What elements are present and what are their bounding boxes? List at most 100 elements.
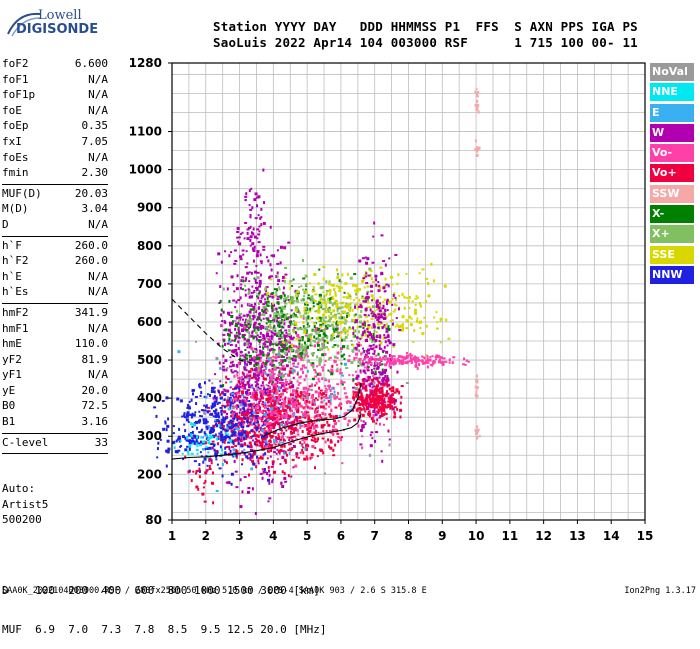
echo-point-sse (415, 295, 418, 298)
echo-point-vominus (283, 399, 286, 403)
echo-point-w (276, 316, 280, 319)
trace-trace-dashed (171, 298, 257, 365)
echo-point-e (323, 399, 326, 402)
echo-point-voplus (314, 429, 317, 432)
echo-point-vominus (323, 364, 326, 367)
echo-point-ssw (475, 431, 478, 435)
echo-point-nnw (181, 415, 184, 418)
echo-point-w (239, 258, 243, 261)
echo-point-xminus (290, 314, 293, 318)
echo-point-sse (361, 279, 365, 283)
echo-point-sse (366, 319, 369, 323)
echo-point-voplus (263, 427, 266, 430)
echo-point-vominus (333, 396, 337, 400)
echo-point-voplus (274, 443, 277, 446)
echo-point-sse (383, 298, 387, 301)
echo-point-voplus (365, 394, 368, 398)
echo-point-vominus (442, 357, 446, 360)
echo-point-vominus (270, 370, 274, 374)
echo-point-xplus (275, 293, 278, 297)
echo-point-w (369, 308, 372, 312)
echo-point-vominus (267, 411, 270, 414)
param-label: hmF1 (2, 321, 29, 335)
echo-point-w (236, 240, 239, 243)
echo-point-w (219, 380, 222, 383)
echo-point-voplus (326, 420, 329, 424)
echo-point-nnw (205, 425, 208, 429)
echo-point-voplus (313, 439, 316, 442)
echo-point-voplus (386, 384, 389, 387)
echo-point-w (264, 340, 268, 343)
echo-point-w (371, 315, 375, 318)
echo-point-voplus (376, 384, 380, 388)
echo-point-w (255, 264, 258, 267)
echo-point-w (244, 221, 248, 224)
echo-point-vominus (418, 363, 421, 367)
echo-point-w (241, 354, 244, 357)
echo-point-xplus (293, 315, 296, 318)
echo-point-xplus (327, 319, 331, 323)
echo-point-vominus (308, 406, 312, 410)
echo-point-voplus (359, 384, 363, 387)
echo-point-vominus (338, 403, 342, 407)
echo-point-xminus (284, 338, 287, 342)
echo-point-nnw (221, 474, 224, 478)
echo-point-w (252, 317, 255, 321)
x-tick-label: 2 (202, 529, 210, 543)
echo-point-nnw (167, 447, 171, 451)
echo-point-w (259, 349, 262, 353)
echo-point-voplus (269, 439, 272, 443)
echo-point-voplus (310, 438, 313, 441)
echo-point-voplus (358, 403, 362, 407)
echo-point-xplus (284, 302, 288, 305)
echo-point-xplus (245, 342, 249, 346)
echo-point-nnw (200, 429, 203, 433)
echo-point-sse (346, 292, 349, 295)
echo-point-w (258, 353, 262, 356)
echo-point-vominus (329, 389, 332, 393)
echo-point-ssw (475, 430, 479, 433)
echo-point-voplus (267, 440, 270, 443)
echo-point-noval (388, 443, 391, 447)
echo-point-w (236, 353, 239, 357)
echo-point-w (226, 389, 230, 393)
echo-point-xplus (305, 318, 308, 322)
echo-point-w (361, 424, 365, 427)
echo-point-w (284, 480, 288, 483)
echo-point-w (272, 451, 276, 454)
echo-point-w (352, 332, 355, 336)
echo-point-xplus (316, 355, 319, 359)
echo-point-xplus (248, 289, 251, 293)
echo-point-voplus (295, 390, 299, 394)
y-tick-label: 80 (145, 513, 162, 527)
echo-point-w (382, 383, 385, 386)
echo-point-voplus (320, 424, 324, 428)
echo-point-voplus (378, 390, 381, 394)
echo-point-voplus (391, 393, 395, 396)
echo-point-xplus (346, 344, 349, 347)
echo-point-xminus (357, 364, 360, 367)
echo-point-nnw (220, 412, 223, 416)
echo-point-nnw (215, 424, 218, 428)
echo-point-sse (319, 325, 323, 328)
echo-point-voplus (387, 400, 390, 403)
param-value: N/A (88, 321, 108, 335)
echo-point-voplus (371, 398, 375, 402)
echo-point-xplus (305, 308, 308, 311)
echo-point-w (252, 249, 256, 253)
echo-point-sse (294, 323, 298, 326)
echo-point-xminus (281, 318, 284, 321)
echo-point-voplus (352, 396, 356, 400)
echo-point-voplus (267, 414, 270, 418)
echo-point-w (381, 459, 384, 463)
echo-point-voplus (237, 435, 240, 439)
echo-point-voplus (369, 399, 373, 403)
echo-point-nnw (220, 409, 223, 412)
echo-point-vominus (313, 344, 316, 348)
echo-point-e (270, 407, 274, 411)
echo-point-xplus (342, 338, 346, 342)
echo-point-voplus (393, 391, 397, 394)
echo-point-w (264, 403, 267, 407)
echo-point-w (361, 322, 365, 326)
echo-point-voplus (331, 429, 335, 432)
